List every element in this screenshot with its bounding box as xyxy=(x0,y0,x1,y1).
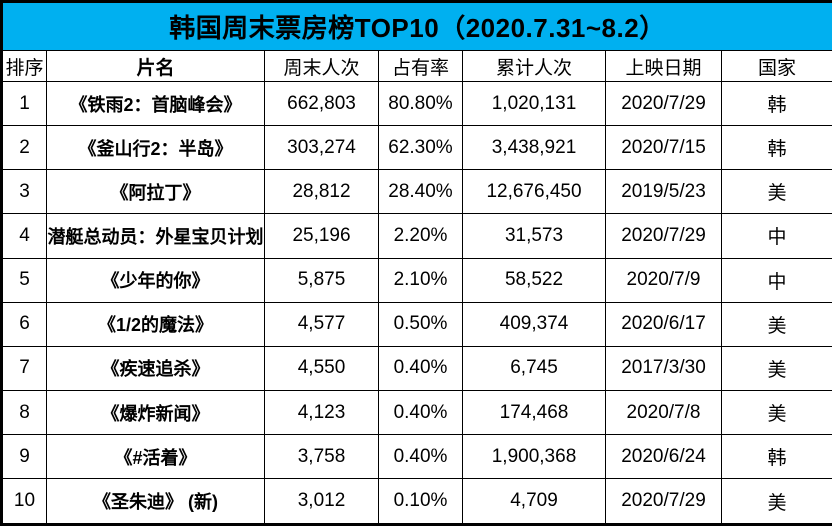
country-cell: 美 xyxy=(721,169,832,215)
rank-cell: 10 xyxy=(1,478,47,525)
release-date-cell: 2020/7/15 xyxy=(605,125,722,171)
total-admissions-cell: 58,522 xyxy=(462,257,606,303)
weekend-admissions-cell: 25,196 xyxy=(264,213,379,259)
rank-cell: 3 xyxy=(1,169,47,215)
share-cell: 62.30% xyxy=(378,125,463,171)
table-row: 10 《圣朱迪》 (新) 3,012 0.10% 4,709 2020/7/29 美 xyxy=(1,478,832,525)
total-admissions-header: 累计人次 xyxy=(462,50,606,82)
total-admissions-cell: 6,745 xyxy=(462,345,606,391)
share-cell: 0.40% xyxy=(378,345,463,391)
country-cell: 中 xyxy=(721,213,832,259)
film-title-cell: 《圣朱迪》 (新) xyxy=(46,478,265,525)
country-cell: 中 xyxy=(721,257,832,303)
country-cell: 美 xyxy=(721,389,832,436)
film-title-cell: 《疾速追杀》 xyxy=(46,345,265,391)
share-cell: 28.40% xyxy=(378,169,463,215)
film-title-cell: 《少年的你》 xyxy=(46,257,265,303)
table-row: 9 《#活着》 3,758 0.40% 1,900,368 2020/6/24 韩 xyxy=(1,434,832,480)
weekend-admissions-header: 周末人次 xyxy=(264,50,379,82)
share-cell: 2.20% xyxy=(378,213,463,259)
release-date-cell: 2017/3/30 xyxy=(605,345,722,391)
film-title-header: 片名 xyxy=(46,50,265,82)
total-admissions-cell: 31,573 xyxy=(462,213,606,259)
release-date-cell: 2020/6/17 xyxy=(605,301,722,347)
release-date-cell: 2020/7/29 xyxy=(605,213,722,259)
share-cell: 0.10% xyxy=(378,478,463,525)
total-admissions-cell: 1,900,368 xyxy=(462,434,606,480)
country-cell: 美 xyxy=(721,345,832,391)
weekend-admissions-cell: 3,012 xyxy=(264,478,379,525)
weekend-admissions-cell: 303,274 xyxy=(264,125,379,171)
table-header-row: 排序 片名 周末人次 占有率 累计人次 上映日期 国家 xyxy=(1,50,832,82)
share-cell: 0.40% xyxy=(378,434,463,480)
rank-cell: 4 xyxy=(1,213,47,259)
film-title-cell: 《铁雨2：首脑峰会》 xyxy=(46,80,265,127)
total-admissions-cell: 12,676,450 xyxy=(462,169,606,215)
rank-cell: 5 xyxy=(1,257,47,303)
release-date-cell: 2020/6/24 xyxy=(605,434,722,480)
rank-cell: 1 xyxy=(1,80,47,127)
table-body: 1 《铁雨2：首脑峰会》 662,803 80.80% 1,020,131 2020/7/… xyxy=(1,80,832,525)
film-title-cell: 《#活着》 xyxy=(46,434,265,480)
film-title-cell: 《1/2的魔法》 xyxy=(46,301,265,347)
country-cell: 韩 xyxy=(721,434,832,480)
table-title-row: 韩国周末票房榜TOP10（2020.7.31~8.2） xyxy=(1,1,832,51)
weekend-admissions-cell: 4,550 xyxy=(264,345,379,391)
release-date-cell: 2020/7/8 xyxy=(605,389,722,436)
total-admissions-cell: 4,709 xyxy=(462,478,606,525)
table-row: 1 《铁雨2：首脑峰会》 662,803 80.80% 1,020,131 2020/7/… xyxy=(1,80,832,127)
release-date-cell: 2020/7/29 xyxy=(605,478,722,525)
weekend-admissions-cell: 5,875 xyxy=(264,257,379,303)
weekend-admissions-cell: 28,812 xyxy=(264,169,379,215)
country-cell: 美 xyxy=(721,301,832,347)
release-date-header: 上映日期 xyxy=(605,50,722,82)
film-title-cell: 《爆炸新闻》 xyxy=(46,389,265,436)
rank-cell: 9 xyxy=(1,434,47,480)
country-cell: 美 xyxy=(721,478,832,525)
film-title-cell: 《阿拉丁》 xyxy=(46,169,265,215)
release-date-cell: 2020/7/9 xyxy=(605,257,722,303)
share-cell: 0.50% xyxy=(378,301,463,347)
release-date-cell: 2019/5/23 xyxy=(605,169,722,215)
table-title: 韩国周末票房榜TOP10（2020.7.31~8.2） xyxy=(1,1,832,51)
film-title-cell: 《釜山行2：半岛》 xyxy=(46,125,265,171)
total-admissions-cell: 174,468 xyxy=(462,389,606,436)
share-cell: 0.40% xyxy=(378,389,463,436)
total-admissions-cell: 3,438,921 xyxy=(462,125,606,171)
film-title-cell: 潜艇总动员：外星宝贝计划 xyxy=(46,213,265,259)
rank-header: 排序 xyxy=(1,50,47,82)
table-row: 2 《釜山行2：半岛》 303,274 62.30% 3,438,921 2020/7/1… xyxy=(1,125,832,171)
share-header: 占有率 xyxy=(378,50,463,82)
table-row: 4 潜艇总动员：外星宝贝计划 25,196 2.20% 31,573 2020/7/29 中 xyxy=(1,213,832,259)
country-header: 国家 xyxy=(721,50,832,82)
rank-cell: 6 xyxy=(1,301,47,347)
table-row: 7 《疾速追杀》 4,550 0.40% 6,745 2017/3/30 美 xyxy=(1,345,832,391)
rank-cell: 8 xyxy=(1,389,47,436)
share-cell: 2.10% xyxy=(378,257,463,303)
table-row: 3 《阿拉丁》 28,812 28.40% 12,676,450 2019/5/23 美 xyxy=(1,169,832,215)
weekend-admissions-cell: 3,758 xyxy=(264,434,379,480)
country-cell: 韩 xyxy=(721,80,832,127)
weekend-admissions-cell: 4,123 xyxy=(264,389,379,436)
table-row: 8 《爆炸新闻》 4,123 0.40% 174,468 2020/7/8 美 xyxy=(1,389,832,436)
table-row: 5 《少年的你》 5,875 2.10% 58,522 2020/7/9 中 xyxy=(1,257,832,303)
total-admissions-cell: 1,020,131 xyxy=(462,80,606,127)
country-cell: 韩 xyxy=(721,125,832,171)
weekend-admissions-cell: 662,803 xyxy=(264,80,379,127)
weekend-admissions-cell: 4,577 xyxy=(264,301,379,347)
total-admissions-cell: 409,374 xyxy=(462,301,606,347)
table-row: 6 《1/2的魔法》 4,577 0.50% 409,374 2020/6/17 美 xyxy=(1,301,832,347)
rank-cell: 7 xyxy=(1,345,47,391)
rank-cell: 2 xyxy=(1,125,47,171)
release-date-cell: 2020/7/29 xyxy=(605,80,722,127)
share-cell: 80.80% xyxy=(378,80,463,127)
